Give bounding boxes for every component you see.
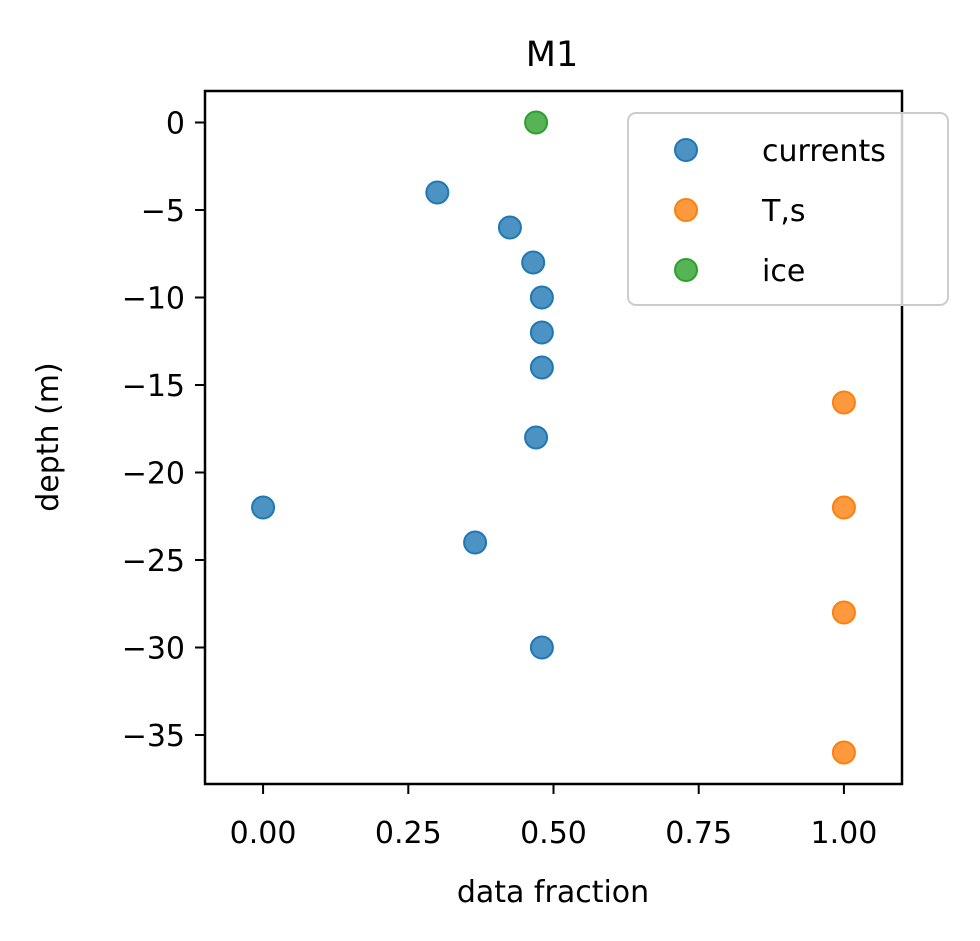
legend-frame (627, 112, 949, 306)
legend-label: T,s (761, 194, 806, 229)
data-point-t-s (831, 600, 856, 625)
legend-label: currents (762, 134, 886, 169)
data-point-ice (524, 110, 549, 135)
chart-title: M1 (526, 35, 578, 75)
data-point-currents (497, 215, 522, 240)
data-points (251, 110, 856, 765)
data-point-currents (521, 250, 546, 275)
legend-marker (674, 258, 698, 282)
y-tick-label: −5 (141, 194, 185, 229)
data-point-currents (524, 425, 549, 450)
x-tick-label: 0.25 (375, 816, 442, 851)
x-tick-label: 0.50 (520, 816, 587, 851)
y-tick-label: −35 (122, 719, 185, 754)
data-point-t-s (831, 740, 856, 765)
data-point-t-s (831, 495, 856, 520)
legend-marker (674, 198, 698, 222)
x-axis-label: data fraction (457, 875, 649, 910)
y-tick-label: −30 (122, 632, 185, 667)
y-axis-ticks: 0 −5 −10 −15 −20 −25 −30 −35 (122, 107, 205, 754)
x-axis-ticks: 0.00 0.25 0.50 0.75 1.00 (230, 784, 878, 851)
data-point-currents (251, 495, 276, 520)
legend-marker (674, 138, 698, 162)
x-tick-label: 1.00 (811, 816, 878, 851)
legend: currents T,s ice (627, 112, 949, 306)
data-point-currents (463, 530, 488, 555)
legend-label: ice (762, 254, 805, 289)
y-tick-label: −25 (122, 544, 185, 579)
data-point-currents (529, 285, 554, 310)
x-tick-label: 0.00 (230, 816, 297, 851)
data-point-currents (529, 635, 554, 660)
y-tick-label: −20 (122, 457, 185, 492)
x-tick-label: 0.75 (665, 816, 732, 851)
y-tick-label: −10 (122, 282, 185, 317)
data-point-currents (529, 355, 554, 380)
y-axis-label: depth (m) (31, 362, 66, 512)
data-point-currents (529, 320, 554, 345)
data-point-currents (425, 180, 450, 205)
data-point-t-s (831, 390, 856, 415)
y-tick-label: −15 (122, 369, 185, 404)
y-tick-label: 0 (166, 107, 185, 142)
